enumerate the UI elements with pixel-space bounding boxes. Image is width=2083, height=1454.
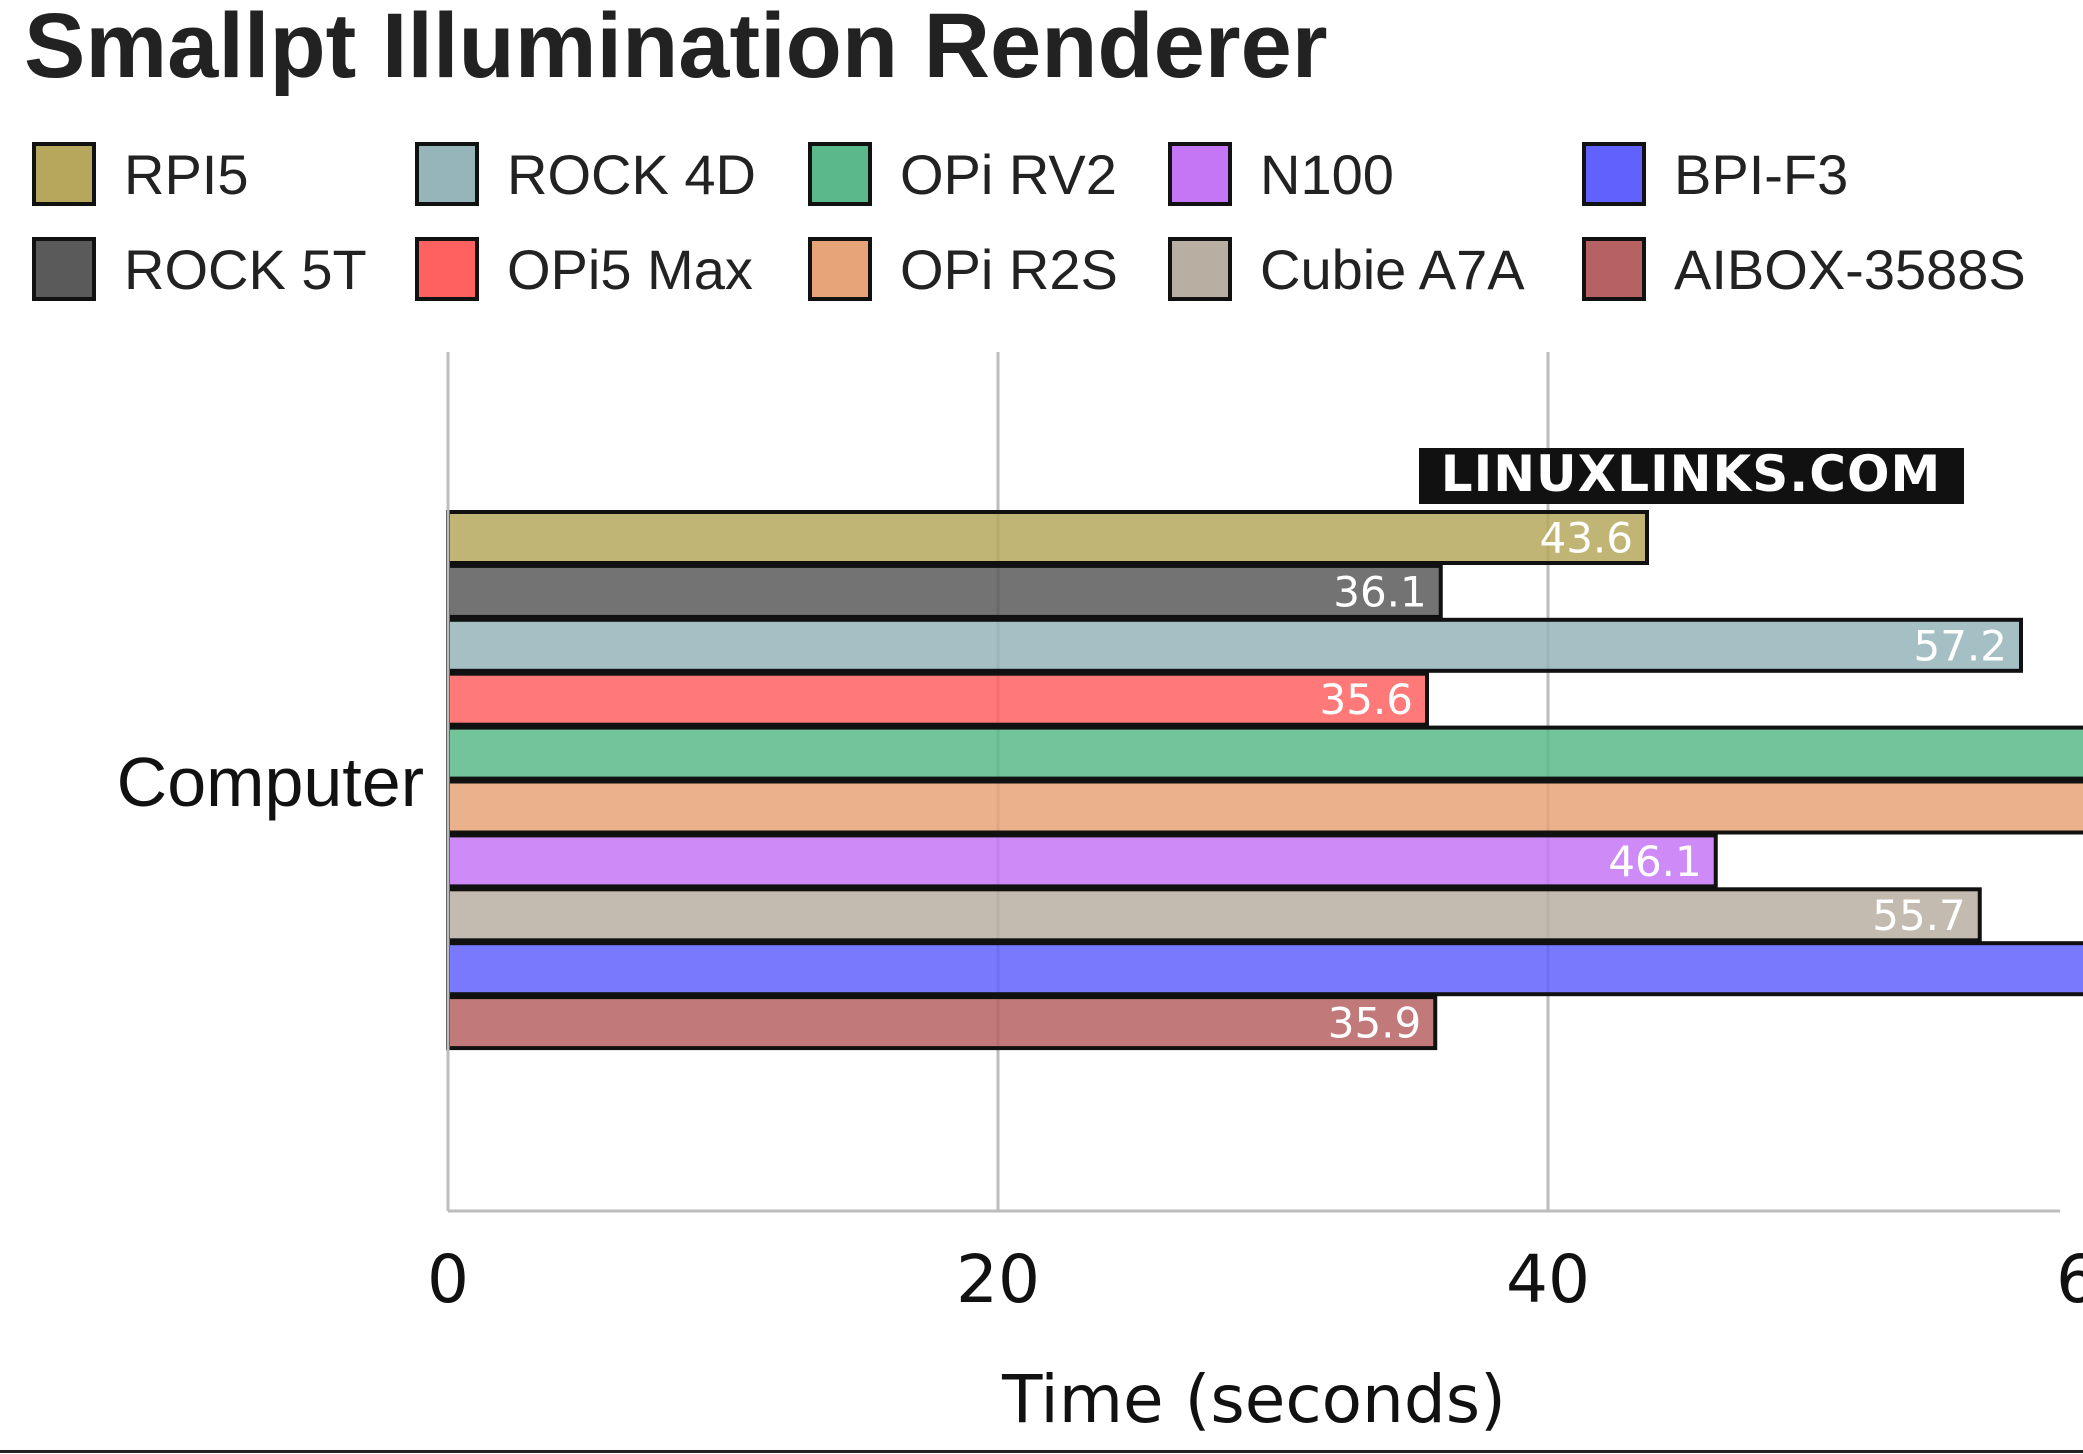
legend-item-rpi5: RPI5	[32, 139, 249, 209]
bar-rpi5	[446, 510, 1649, 565]
data-labels: 43.636.157.235.6113.6113.446.155.7112.13…	[1319, 514, 2007, 1048]
legend-item-bpi-f3: BPI-F3	[1582, 139, 1848, 209]
chart-title: Smallpt Illumination Renderer	[24, 0, 1328, 97]
legend-label: RPI5	[124, 142, 249, 206]
legend-swatch	[32, 142, 96, 206]
y-category-label: Computer	[117, 743, 424, 821]
legend-item-opi-rv2: OPi RV2	[808, 139, 1117, 209]
value-label-cubie-a7a: 55.7	[1872, 891, 1966, 940]
legend-swatch	[32, 237, 96, 301]
legend-swatch	[1168, 237, 1232, 301]
legend-label: ROCK 4D	[507, 142, 756, 206]
legend-label: AIBOX-3588S	[1674, 237, 2026, 301]
legend-label: OPi5 Max	[507, 237, 753, 301]
legend-label: N100	[1260, 142, 1394, 206]
legend-item-aibox-3588s: AIBOX-3588S	[1582, 234, 2026, 304]
legend-swatch	[808, 142, 872, 206]
bar-n100	[446, 833, 1718, 889]
legend-swatch	[1582, 237, 1646, 301]
legend-label: OPi RV2	[900, 142, 1117, 206]
bar-opi5-max	[446, 671, 1429, 727]
value-label-opi5-max: 35.6	[1319, 675, 1413, 724]
axes: 020406080100Computer	[117, 352, 2083, 1318]
legend-item-opi-r2s: OPi R2S	[808, 234, 1118, 304]
value-label-rpi5: 43.6	[1539, 514, 1633, 563]
value-label-aibox-3588s: 35.9	[1328, 999, 1422, 1048]
legend-item-rock-4d: ROCK 4D	[415, 139, 756, 209]
legend-label: Cubie A7A	[1260, 237, 1525, 301]
bars	[446, 510, 2083, 1051]
bar-cubie-a7a	[446, 887, 1982, 943]
x-tick-label: 0	[427, 1241, 469, 1318]
legend-label: ROCK 5T	[124, 237, 367, 301]
x-tick-label: 20	[956, 1241, 1040, 1318]
legend-item-rock-5t: ROCK 5T	[32, 234, 367, 304]
bar-bpi-f3	[446, 941, 2083, 997]
chart-legend: RPI5 ROCK 4D OPi RV2 N100 BPI-F3 ROCK 5T OPi5 …	[0, 0, 2083, 320]
bar-opi-r2s	[446, 779, 2083, 835]
legend-swatch	[1582, 142, 1646, 206]
legend-label: OPi R2S	[900, 237, 1118, 301]
bar-aibox-3588s	[446, 995, 1438, 1051]
legend-swatch	[808, 237, 872, 301]
legend-item-n100: N100	[1168, 139, 1394, 209]
footer-divider	[0, 1450, 2083, 1453]
legend-item-opi5-max: OPi5 Max	[415, 234, 753, 304]
x-axis-title: Time (seconds)	[1001, 1361, 1506, 1438]
value-label-rock-5t: 36.1	[1333, 567, 1427, 616]
value-label-n100: 46.1	[1608, 837, 1702, 886]
bar-rock-4d	[446, 617, 2023, 673]
x-tick-label: 60	[2056, 1241, 2083, 1318]
legend-swatch	[415, 142, 479, 206]
legend-swatch	[415, 237, 479, 301]
watermark-text: LINUXLINKS.COM	[1441, 445, 1941, 503]
value-label-rock-4d: 57.2	[1913, 621, 2007, 670]
legend-label: BPI-F3	[1674, 142, 1849, 206]
x-tick-label: 40	[1506, 1241, 1590, 1318]
legend-item-cubie-a7a: Cubie A7A	[1168, 234, 1525, 304]
watermark-background	[1419, 448, 1964, 504]
watermark-badge: LINUXLINKS.COM	[1419, 445, 1964, 504]
legend-swatch	[1168, 142, 1232, 206]
bar-rock-5t	[446, 563, 1443, 619]
bar-opi-rv2	[446, 725, 2083, 781]
